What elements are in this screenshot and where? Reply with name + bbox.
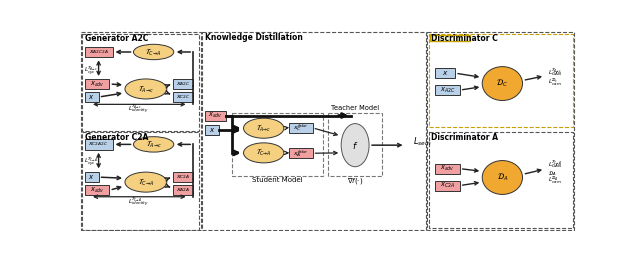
- FancyBboxPatch shape: [84, 139, 113, 150]
- Text: $x_{C2A}$: $x_{C2A}$: [176, 173, 190, 181]
- Text: $x$: $x$: [88, 93, 95, 101]
- FancyBboxPatch shape: [173, 172, 193, 182]
- Text: Discriminator C: Discriminator C: [431, 34, 498, 43]
- FancyBboxPatch shape: [205, 125, 219, 135]
- Text: $\mathcal{D}_{A}$: $\mathcal{D}_{A}$: [497, 172, 508, 183]
- Text: $x_{adv}$: $x_{adv}$: [208, 111, 223, 120]
- Text: $L^{\mathcal{T}_{C\!\rightarrow\! A}}_{identity}$: $L^{\mathcal{T}_{C\!\rightarrow\! A}}_{i…: [129, 195, 149, 208]
- Text: $\mathcal{T}_{C\!\rightarrow\! A}$: $\mathcal{T}_{C\!\rightarrow\! A}$: [138, 177, 154, 188]
- Text: $\mathcal{T}_{A\!\rightarrow\! c}$: $\mathcal{T}_{A\!\rightarrow\! c}$: [146, 139, 162, 150]
- FancyBboxPatch shape: [205, 110, 227, 121]
- FancyBboxPatch shape: [84, 92, 99, 102]
- FancyBboxPatch shape: [84, 79, 109, 89]
- Text: $\mathcal{T}_{C\!\rightarrow\! A}$: $\mathcal{T}_{C\!\rightarrow\! A}$: [145, 46, 162, 57]
- Text: $x_{A2C}$: $x_{A2C}$: [440, 86, 455, 95]
- FancyBboxPatch shape: [435, 85, 460, 95]
- Text: $L^{\mathcal{D}_{c}}_{cam}$: $L^{\mathcal{D}_{c}}_{cam}$: [548, 77, 562, 88]
- Text: $\mathcal{D}_{C}$: $\mathcal{D}_{C}$: [497, 78, 508, 89]
- Text: $x_{adv}$: $x_{adv}$: [440, 164, 454, 173]
- FancyBboxPatch shape: [289, 148, 312, 158]
- Text: $x_{A2A}$: $x_{A2A}$: [176, 186, 190, 194]
- Text: Knowledge Distillation: Knowledge Distillation: [205, 33, 303, 42]
- FancyBboxPatch shape: [289, 123, 312, 133]
- Text: Generator A2C: Generator A2C: [84, 34, 148, 43]
- Ellipse shape: [125, 79, 167, 99]
- Text: Generator C2A: Generator C2A: [84, 133, 148, 142]
- Text: $x_{A2C}$: $x_{A2C}$: [176, 80, 191, 88]
- Text: $L^{\mathcal{T}_{A\!\rightarrow\! c}}_{identity}$: $L^{\mathcal{T}_{A\!\rightarrow\! c}}_{i…: [129, 102, 149, 115]
- Text: Teacher Model: Teacher Model: [331, 105, 379, 111]
- Text: Student Model: Student Model: [252, 177, 303, 183]
- Ellipse shape: [134, 44, 174, 60]
- Text: $x_{C2C}$: $x_{C2C}$: [176, 93, 191, 101]
- Ellipse shape: [134, 137, 174, 152]
- Text: $L^{\mathcal{T}_{C\!\rightarrow\! A}}_{GAN}$: $L^{\mathcal{T}_{C\!\rightarrow\! A}}_{G…: [548, 159, 563, 170]
- Ellipse shape: [125, 172, 167, 192]
- Text: Discriminator A: Discriminator A: [431, 133, 498, 142]
- Text: $x_{A2C2A}$: $x_{A2C2A}$: [88, 48, 109, 56]
- Text: $x^{fake}_{C}$: $x^{fake}_{C}$: [293, 122, 308, 133]
- FancyBboxPatch shape: [173, 79, 193, 89]
- Text: $x$: $x$: [209, 126, 215, 134]
- Ellipse shape: [482, 161, 522, 194]
- Text: $L^{\mathcal{T}_{A\!\rightarrow\! c}}_{cyc}$: $L^{\mathcal{T}_{A\!\rightarrow\! c}}_{c…: [84, 65, 98, 77]
- Text: $x_{C2A2C}$: $x_{C2A2C}$: [88, 140, 109, 148]
- FancyBboxPatch shape: [435, 181, 460, 191]
- Text: $x_{adv}$: $x_{adv}$: [90, 79, 104, 89]
- FancyBboxPatch shape: [435, 164, 460, 174]
- Ellipse shape: [244, 118, 284, 138]
- Text: $\mathcal{T}_{C\!\rightarrow\! A}$: $\mathcal{T}_{C\!\rightarrow\! A}$: [256, 147, 271, 158]
- FancyBboxPatch shape: [173, 92, 193, 102]
- Text: $\mathcal{T}_{A\!\rightarrow\! c}$: $\mathcal{T}_{A\!\rightarrow\! c}$: [256, 123, 271, 134]
- Text: $\mathcal{D}_{A}$: $\mathcal{D}_{A}$: [548, 169, 557, 178]
- Text: $x^{fake}_{A}$: $x^{fake}_{A}$: [293, 148, 308, 159]
- FancyBboxPatch shape: [435, 68, 455, 78]
- Text: $\nabla f(\cdot)$: $\nabla f(\cdot)$: [347, 176, 364, 186]
- Ellipse shape: [244, 143, 284, 163]
- Text: $x$: $x$: [442, 69, 448, 77]
- Text: $x$: $x$: [88, 173, 95, 181]
- Text: $L^{\mathcal{T}_{C\!\rightarrow\! A}}_{cyc}$: $L^{\mathcal{T}_{C\!\rightarrow\! A}}_{c…: [84, 156, 98, 168]
- FancyBboxPatch shape: [84, 172, 99, 182]
- Ellipse shape: [341, 124, 369, 167]
- Text: $x_{adv}$: $x_{adv}$: [90, 186, 104, 195]
- Text: $L_{sem}$: $L_{sem}$: [413, 135, 432, 148]
- FancyBboxPatch shape: [84, 185, 109, 195]
- Text: $f$: $f$: [352, 140, 358, 151]
- Ellipse shape: [482, 67, 522, 101]
- FancyBboxPatch shape: [84, 47, 113, 57]
- FancyBboxPatch shape: [173, 185, 193, 195]
- FancyBboxPatch shape: [429, 35, 470, 41]
- Text: $\mathcal{T}_{A\!\rightarrow\! c}$: $\mathcal{T}_{A\!\rightarrow\! c}$: [138, 83, 154, 95]
- Text: $x_{C2A}$: $x_{C2A}$: [440, 181, 455, 190]
- Text: $L^{\mathcal{T}_{A\!\rightarrow\! c}}_{GAN}$: $L^{\mathcal{T}_{A\!\rightarrow\! c}}_{G…: [548, 66, 563, 78]
- Text: $L^{\mathcal{D}_{A}}_{cam}$: $L^{\mathcal{D}_{A}}_{cam}$: [548, 175, 562, 186]
